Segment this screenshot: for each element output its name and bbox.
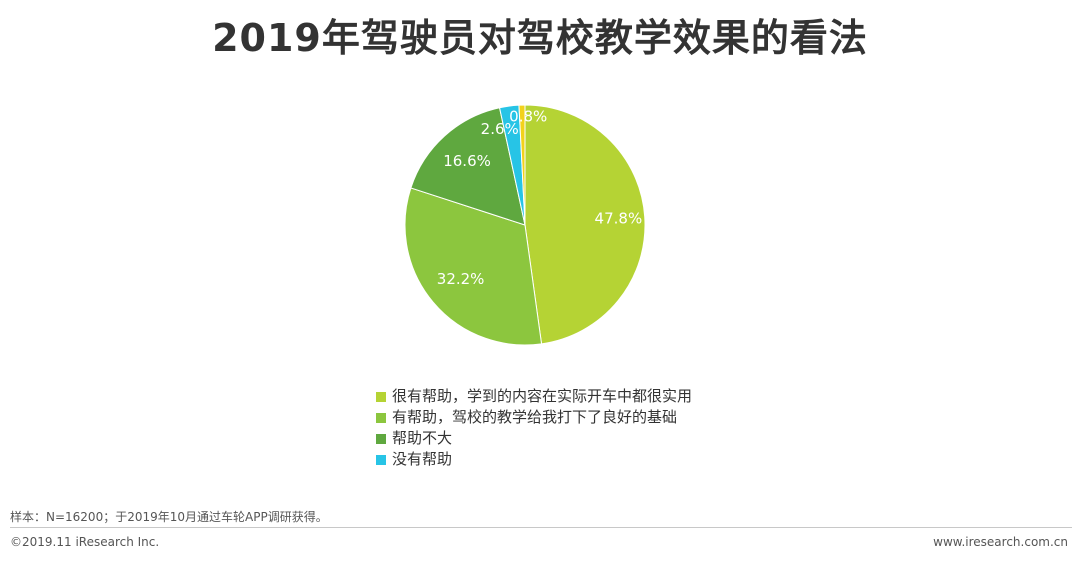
legend-swatch (376, 454, 386, 465)
legend-item-little-help: 帮助不大 (376, 428, 692, 449)
chart-legend: 很有帮助，学到的内容在实际开车中都很实用 有帮助，驾校的教学给我打下了良好的基础… (376, 386, 692, 470)
slice-label-helpful: 32.2% (437, 270, 485, 288)
pie-slice-helpful (404, 187, 543, 346)
slice-label-other: 0.8% (509, 108, 547, 126)
source-note: 样本：N=16200；于2019年10月通过车轮APP调研获得。 (10, 510, 328, 524)
website-link[interactable]: www.iresearch.com.cn (933, 535, 1068, 549)
slice-label-very-helpful: 47.8% (595, 210, 643, 228)
legend-item-no-help: 没有帮助 (376, 449, 692, 470)
legend-swatch (376, 412, 386, 423)
copyright-text: ©2019.11 iResearch Inc. (10, 535, 160, 549)
legend-swatch (376, 391, 386, 402)
pie-chart: 47.8% 32.2% 16.6% 2.6%0.8% (404, 104, 646, 346)
legend-label: 有帮助，驾校的教学给我打下了良好的基础 (392, 408, 678, 426)
pie-slice-little-help (410, 107, 526, 226)
legend-item-very-helpful: 很有帮助，学到的内容在实际开车中都很实用 (376, 386, 692, 407)
pie-slice-other (518, 104, 526, 226)
slice-label-little-help: 16.6% (443, 152, 491, 170)
legend-label: 很有帮助，学到的内容在实际开车中都很实用 (392, 387, 693, 405)
pie-slice-very-helpful (524, 104, 646, 345)
legend-item-helpful: 有帮助，驾校的教学给我打下了良好的基础 (376, 407, 692, 428)
legend-swatch (376, 433, 386, 444)
slice-label-no-help: 2.6% (481, 120, 519, 138)
chart-title: 2019年驾驶员对驾校教学效果的看法 (212, 16, 868, 60)
legend-label: 帮助不大 (392, 429, 453, 447)
footer-divider (10, 527, 1072, 528)
legend-label: 没有帮助 (392, 450, 453, 468)
